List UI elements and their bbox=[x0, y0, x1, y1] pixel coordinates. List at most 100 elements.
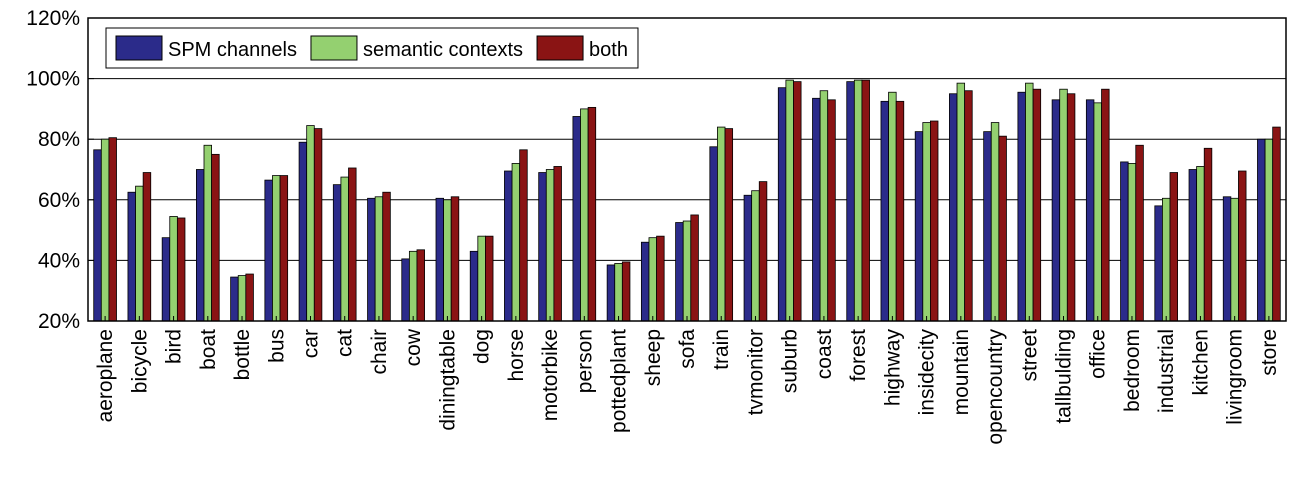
bar-sheep-0 bbox=[640, 241, 650, 322]
bar-dog-1 bbox=[477, 235, 486, 322]
bar-bottle-0 bbox=[230, 276, 239, 322]
x-category-label: insidecity bbox=[916, 329, 939, 416]
bar-car-2 bbox=[313, 128, 323, 322]
bar-kitchen-2 bbox=[1203, 147, 1213, 322]
x-category-label: train bbox=[710, 329, 733, 370]
bar-person-0 bbox=[572, 116, 581, 322]
bar-livingroom-2 bbox=[1238, 170, 1247, 322]
bar-opencountry-2 bbox=[998, 135, 1007, 322]
bar-office-2 bbox=[1101, 88, 1110, 322]
bar-mountain-1 bbox=[956, 82, 966, 322]
bar-cat-1 bbox=[340, 176, 349, 322]
bar-pottedplant-0 bbox=[606, 264, 616, 322]
bar-highway-1 bbox=[888, 91, 897, 322]
bar-bird-0 bbox=[161, 237, 171, 322]
legend-swatch bbox=[115, 35, 163, 61]
x-category-label: street bbox=[1018, 329, 1041, 382]
bar-cat-2 bbox=[348, 167, 357, 322]
x-category-label: person bbox=[573, 329, 596, 393]
x-category-label: store bbox=[1258, 329, 1281, 376]
bar-kitchen-0 bbox=[1188, 169, 1198, 322]
bar-boat-2 bbox=[211, 153, 220, 322]
bar-industrial-1 bbox=[1162, 197, 1171, 322]
bar-suburb-1 bbox=[785, 79, 794, 322]
bar-office-0 bbox=[1085, 99, 1095, 322]
bar-sheep-2 bbox=[656, 235, 665, 322]
y-tick-label: 40% bbox=[38, 249, 80, 272]
bar-bird-1 bbox=[169, 216, 178, 322]
bar-train-0 bbox=[709, 146, 718, 322]
bar-forest-2 bbox=[861, 79, 870, 322]
bar-coast-2 bbox=[827, 99, 836, 322]
bar-opencountry-1 bbox=[990, 122, 1000, 322]
y-axis: 20% 40% 60% 80% 100% 120% bbox=[26, 7, 94, 333]
x-category-label: mountain bbox=[950, 329, 973, 415]
x-category-label: livingroom bbox=[1224, 329, 1247, 425]
bar-forest-1 bbox=[853, 79, 863, 322]
bar-sofa-0 bbox=[675, 222, 684, 322]
x-category-label: tallbulding bbox=[1053, 329, 1076, 424]
bar-pottedplant-2 bbox=[621, 261, 631, 322]
bar-street-1 bbox=[1025, 82, 1034, 322]
bar-mountain-2 bbox=[964, 90, 973, 322]
bar-boat-1 bbox=[203, 144, 212, 322]
bar-chair-2 bbox=[382, 191, 391, 322]
x-category-label: pottedplant bbox=[608, 329, 631, 433]
x-category-label: cow bbox=[402, 328, 425, 366]
x-category-label: boat bbox=[197, 329, 220, 370]
bar-bus-0 bbox=[264, 179, 273, 322]
x-category-label: bus bbox=[265, 329, 288, 363]
bar-store-2 bbox=[1272, 126, 1281, 322]
bar-tvmonitor-2 bbox=[758, 181, 768, 322]
y-tick-label: 120% bbox=[26, 7, 80, 30]
bar-livingroom-0 bbox=[1222, 196, 1232, 322]
y-tick-label: 100% bbox=[26, 68, 80, 91]
x-category-label: car bbox=[299, 329, 322, 358]
bar-store-0 bbox=[1257, 138, 1266, 322]
bar-cat-0 bbox=[332, 184, 342, 322]
bar-store-1 bbox=[1264, 138, 1274, 322]
bar-diningtable-1 bbox=[443, 199, 452, 322]
bar-aeroplane-1 bbox=[100, 138, 110, 322]
bar-train-2 bbox=[724, 128, 734, 322]
bar-tallbulding-1 bbox=[1059, 88, 1068, 322]
x-category-label: bicycle bbox=[128, 329, 151, 393]
x-category-label: sheep bbox=[642, 329, 665, 386]
bar-bus-1 bbox=[272, 175, 281, 322]
bar-pottedplant-1 bbox=[614, 263, 623, 322]
x-category-label: coast bbox=[813, 329, 836, 379]
bar-bottle-2 bbox=[245, 273, 254, 322]
legend-label: both bbox=[589, 39, 628, 61]
bar-suburb-2 bbox=[793, 81, 802, 322]
bars bbox=[93, 79, 1281, 322]
bar-bicycle-2 bbox=[142, 172, 152, 322]
bar-suburb-0 bbox=[777, 87, 787, 322]
bar-insidecity-0 bbox=[914, 131, 924, 322]
bar-tallbulding-2 bbox=[1066, 93, 1076, 322]
bar-diningtable-0 bbox=[435, 197, 444, 322]
bar-motorbike-0 bbox=[538, 172, 547, 322]
y-tick-label: 80% bbox=[38, 128, 80, 151]
bar-chair-0 bbox=[367, 197, 376, 322]
bar-person-1 bbox=[580, 108, 589, 322]
bar-car-1 bbox=[306, 125, 315, 322]
bar-tallbulding-0 bbox=[1051, 99, 1061, 322]
bar-cow-0 bbox=[401, 258, 410, 322]
x-category-label: industrial bbox=[1155, 329, 1178, 413]
bar-car-0 bbox=[298, 141, 308, 322]
legend: SPM channels semantic contexts both bbox=[105, 27, 639, 69]
bar-mountain-0 bbox=[949, 93, 958, 322]
bar-bedroom-2 bbox=[1135, 144, 1144, 322]
x-category-label: horse bbox=[505, 329, 528, 382]
bar-sofa-2 bbox=[690, 214, 699, 322]
bar-bicycle-1 bbox=[135, 185, 144, 322]
x-category-label: chair bbox=[368, 329, 391, 375]
bar-aeroplane-2 bbox=[108, 137, 117, 322]
bar-street-2 bbox=[1032, 88, 1042, 322]
x-category-label: diningtable bbox=[436, 329, 459, 431]
bar-dog-2 bbox=[485, 235, 494, 322]
x-category-label: motorbike bbox=[539, 329, 562, 421]
x-category-label: bedroom bbox=[1121, 329, 1144, 412]
bar-boat-0 bbox=[195, 169, 205, 322]
bar-diningtable-2 bbox=[450, 196, 460, 322]
